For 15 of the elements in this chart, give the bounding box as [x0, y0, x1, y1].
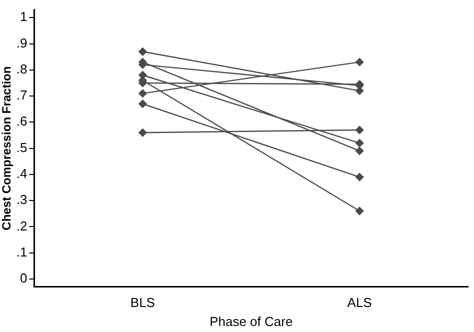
x-axis-title: Phase of Care: [210, 314, 293, 329]
y-axis-title: Chest Compression Fraction: [0, 66, 14, 230]
y-tick-label: .9: [16, 35, 28, 50]
x-tick-label: ALS: [347, 295, 372, 310]
y-tick-label: .2: [16, 218, 28, 234]
y-tick-label: .6: [16, 114, 28, 129]
y-tick-label: .8: [16, 61, 28, 76]
y-tick-label: .4: [16, 166, 28, 182]
y-tick-label: .3: [16, 192, 28, 208]
y-tick-label: .5: [16, 140, 28, 155]
x-tick-label: BLS: [130, 295, 156, 310]
y-tick-label: 1: [20, 9, 28, 24]
y-tick-label: .7: [16, 88, 28, 103]
y-tick-label: 0: [20, 270, 28, 286]
y-tick-label: .1: [16, 244, 28, 260]
